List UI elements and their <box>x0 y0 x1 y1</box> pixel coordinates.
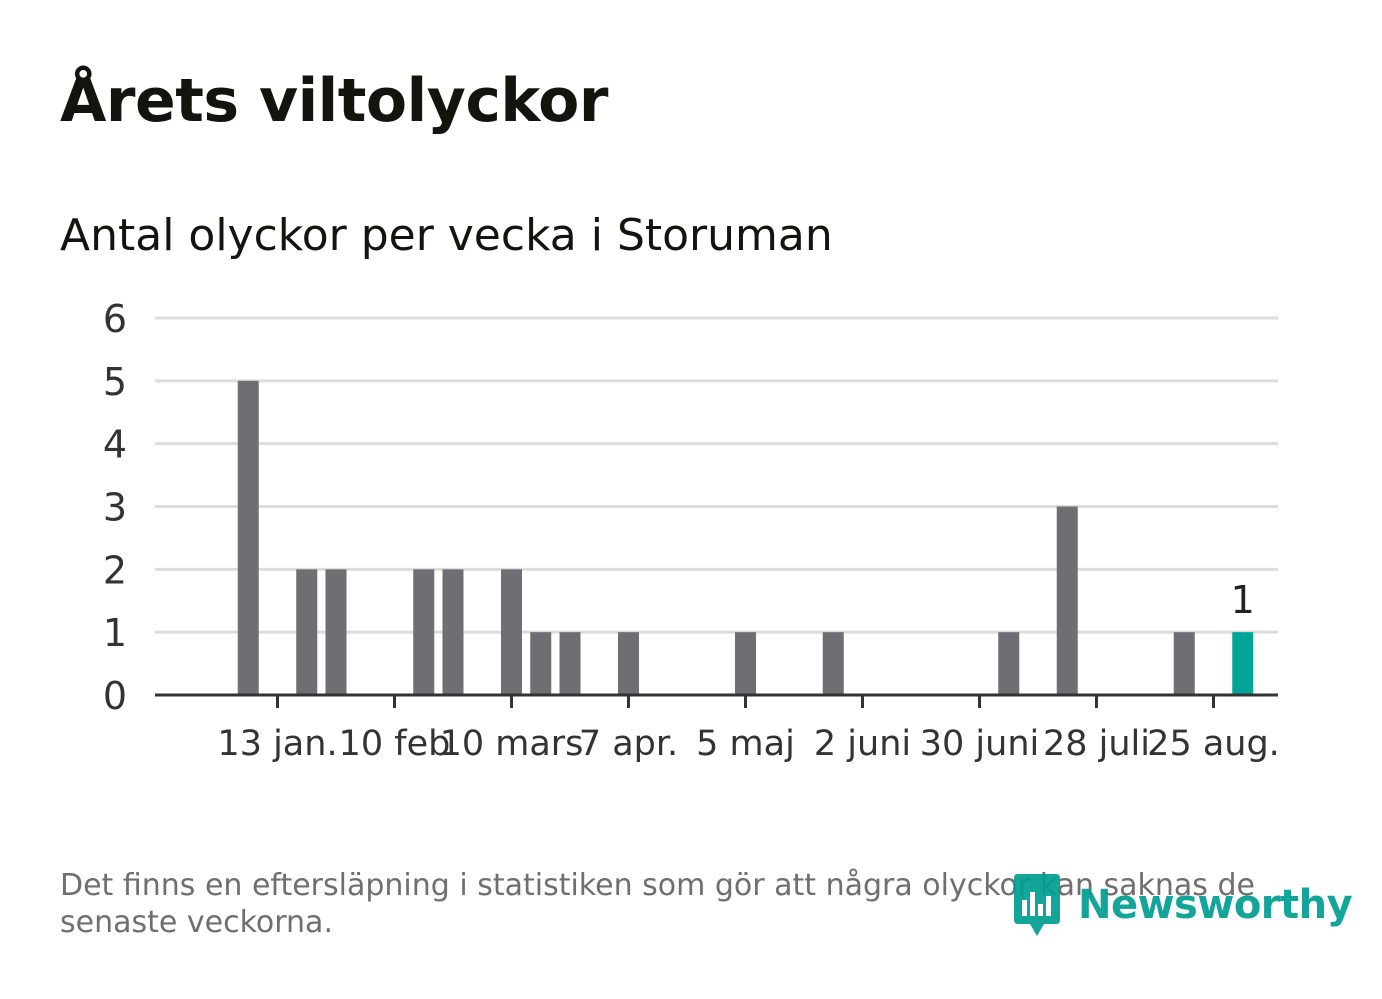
y-tick-label: 2 <box>103 548 127 592</box>
bar <box>237 380 259 695</box>
newsworthy-logo: Newsworthy <box>1010 870 1353 940</box>
bar <box>998 632 1020 695</box>
y-tick-label: 1 <box>103 611 127 655</box>
bar <box>442 569 464 695</box>
bar <box>559 632 581 695</box>
bars <box>237 380 1254 695</box>
x-tick-label: 5 maj <box>696 724 795 764</box>
y-tick-label: 3 <box>103 486 127 530</box>
y-tick-label: 0 <box>103 674 127 718</box>
chart-title: Årets viltolyckor <box>60 66 609 136</box>
y-axis: 0 1 2 3 4 5 6 <box>103 297 127 718</box>
bar <box>1056 506 1078 695</box>
bar <box>296 569 318 695</box>
x-tick-label: 30 juni <box>920 724 1039 764</box>
data-label: 1 <box>1231 578 1255 622</box>
x-tick-label: 28 juli <box>1043 724 1150 764</box>
x-tick-label: 13 jan. <box>217 724 337 764</box>
y-tick-label: 6 <box>103 297 127 341</box>
y-tick-label: 5 <box>103 360 127 404</box>
bar <box>735 632 756 695</box>
bar <box>1173 632 1195 695</box>
newsworthy-logo-icon <box>1014 874 1060 936</box>
x-tick-label: 7 apr. <box>579 724 678 764</box>
bar <box>413 569 435 695</box>
x-tick-label: 10 mars <box>440 724 584 764</box>
bar <box>618 632 639 695</box>
bar <box>325 569 347 695</box>
bar-highlight <box>1232 632 1254 695</box>
logo-text: Newsworthy <box>1078 882 1353 928</box>
chart-subtitle: Antal olyckor per vecka i Storuman <box>60 210 833 261</box>
data-labels: 1 <box>1231 578 1255 622</box>
bar <box>501 569 522 695</box>
x-tick-label: 10 feb <box>339 724 451 764</box>
y-tick-label: 4 <box>103 423 127 467</box>
grid-lines <box>155 316 1278 634</box>
bar <box>822 632 844 695</box>
x-tick-label: 25 aug. <box>1147 724 1280 764</box>
bar <box>530 632 552 695</box>
x-tick-label: 2 juni <box>814 724 911 764</box>
